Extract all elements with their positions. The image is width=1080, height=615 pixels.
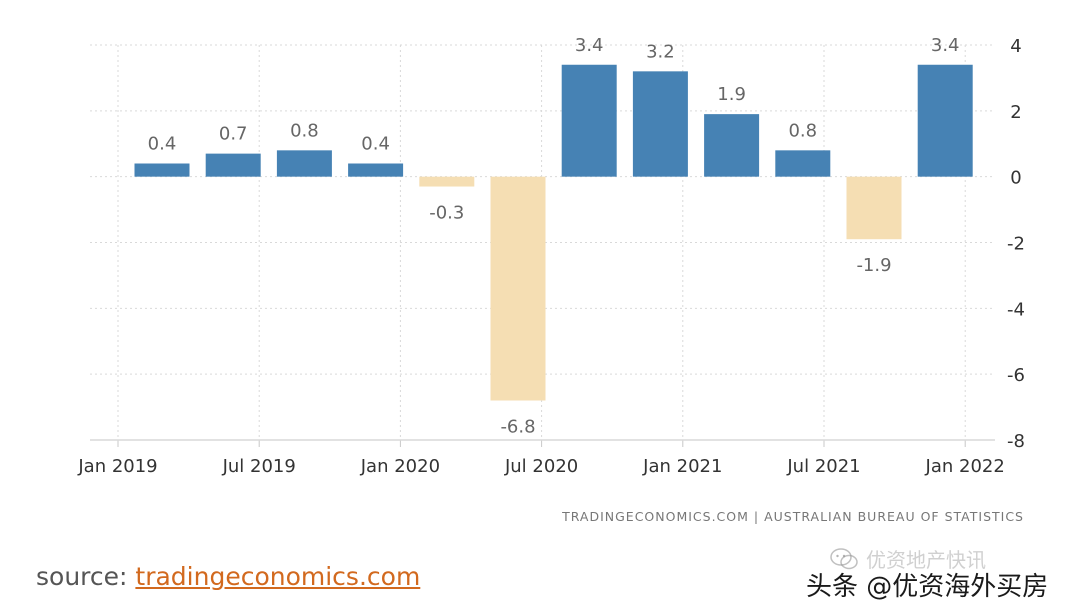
- bar: [490, 176, 546, 401]
- source-prefix: source:: [36, 562, 136, 591]
- chart-credit: TRADINGECONOMICS.COM | AUSTRALIAN BUREAU…: [561, 509, 1024, 524]
- bar: [775, 150, 831, 177]
- data-label: 3.4: [931, 35, 960, 56]
- wechat-account-name: 优资地产快讯: [866, 548, 986, 572]
- value-label-layer: 0.4 0.7 0.8 0.4 -0.3 -6.8 3.4 3.2 1.9 0.8 -1.9 3.4: [148, 35, 960, 438]
- y-tick-label: 0: [1010, 168, 1021, 189]
- data-label: 0.4: [361, 134, 390, 155]
- data-label: 3.4: [575, 35, 604, 56]
- data-label: 0.7: [219, 124, 248, 145]
- x-tick-label: Jul 2021: [786, 456, 860, 477]
- data-label: 0.8: [788, 120, 817, 141]
- data-label: -0.3: [429, 203, 464, 224]
- x-tick-label: Jan 2019: [77, 456, 157, 477]
- x-axis: Jan 2019 Jul 2019 Jan 2020 Jul 2020 Jan 2021…: [77, 456, 1004, 477]
- y-tick-label: -2: [1007, 234, 1025, 255]
- x-tick-label: Jan 2022: [925, 456, 1005, 477]
- source-line: source: tradingeconomics.com: [36, 562, 420, 591]
- data-label: 1.9: [717, 84, 746, 105]
- y-tick-label: 2: [1010, 102, 1021, 123]
- toutiao-byline: 头条 @优资海外买房: [806, 572, 1049, 602]
- source-link[interactable]: tradingeconomics.com: [135, 562, 421, 591]
- x-tick-label: Jan 2021: [642, 456, 722, 477]
- y-tick-label: 4: [1010, 36, 1021, 57]
- chart: 0.4 0.7 0.80.4-0.3-6.83.4 3.21.90.8-1.93.4 …: [77, 35, 1025, 524]
- bar: [917, 64, 973, 177]
- bar: [846, 176, 902, 240]
- data-label: 0.8: [290, 120, 319, 141]
- data-label: 3.2: [646, 41, 675, 62]
- y-tick-label: -6: [1007, 365, 1025, 386]
- data-label: 0.4: [148, 134, 177, 155]
- bar: [632, 71, 688, 177]
- wechat-icon: [830, 547, 858, 569]
- x-tick-label: Jul 2019: [222, 456, 296, 477]
- bar: [276, 150, 332, 177]
- y-tick-label: -4: [1007, 299, 1025, 320]
- bar: [561, 64, 617, 177]
- bar: [205, 153, 261, 177]
- bar: [704, 114, 760, 177]
- bar: [419, 176, 475, 187]
- data-label: -1.9: [856, 255, 891, 276]
- x-tick-label: Jul 2020: [504, 456, 578, 477]
- x-tick-label: Jan 2020: [360, 456, 440, 477]
- wechat-watermark: 优资地产快讯: [830, 544, 986, 573]
- bar: [348, 163, 404, 177]
- y-tick-label: -8: [1007, 431, 1025, 452]
- y-axis: 4 2 0 -2 -4 -6 -8: [1007, 36, 1025, 452]
- bar: [134, 163, 190, 177]
- data-label: -6.8: [500, 417, 535, 438]
- bar-layer: [134, 64, 973, 401]
